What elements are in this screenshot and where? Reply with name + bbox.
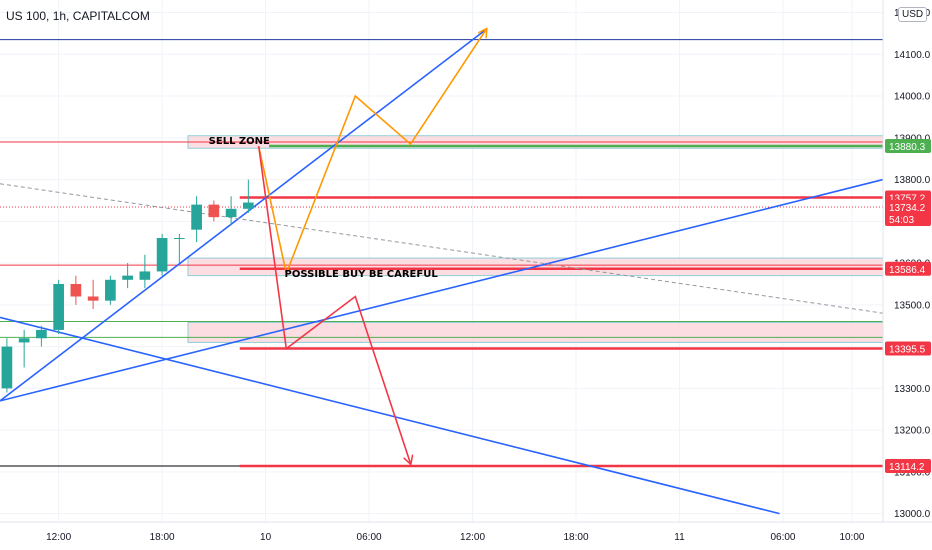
time-tick-label: 12:00 — [460, 532, 485, 543]
price-badge-label: 13395.5 — [889, 344, 926, 355]
candle-body — [122, 275, 133, 280]
price-badge-label: 13734.2 — [889, 203, 926, 214]
trendline — [0, 183, 884, 314]
candle-body — [191, 204, 202, 230]
price-tick-label: 13000.0 — [894, 509, 931, 520]
price-badge-label: 13757.2 — [889, 193, 926, 204]
price-badge-countdown: 54:03 — [889, 215, 914, 226]
time-tick-label: 06:00 — [770, 532, 795, 543]
time-tick-label: 11 — [674, 532, 685, 543]
time-tick-label: 10 — [260, 532, 272, 543]
candle-body — [53, 283, 64, 330]
candle-body — [87, 296, 99, 301]
price-tick-label: 13300.0 — [894, 384, 931, 395]
candle-body — [225, 208, 237, 218]
candle-body — [208, 204, 220, 218]
price-badge — [885, 200, 931, 227]
time-tick-label: 12:00 — [46, 532, 71, 543]
price-tick-label: 13900.0 — [894, 133, 931, 144]
candle-body — [105, 279, 116, 301]
symbol-title: US 100, 1h, CAPITALCOM — [6, 9, 150, 23]
trendline — [0, 178, 884, 402]
trendline — [0, 316, 780, 515]
time-tick-label: 06:00 — [357, 532, 382, 543]
chart-annotation: POSSIBLE BUY BE CAREFUL — [285, 269, 439, 280]
candle-body — [70, 283, 82, 297]
bullish-projection-path — [257, 29, 487, 277]
candle-body — [18, 338, 30, 343]
trendline — [0, 28, 487, 402]
price-tick-label: 14100.0 — [894, 50, 931, 61]
candle-body — [139, 271, 151, 280]
zone-rectangle — [187, 321, 884, 343]
chart-annotation: SELL ZONE — [209, 136, 270, 147]
currency-button[interactable]: USD — [898, 7, 928, 22]
time-tick-label: 18:00 — [564, 532, 589, 543]
price-badge-label: 13114.2 — [889, 462, 925, 473]
price-tick-label: 13500.0 — [894, 300, 931, 311]
price-badge-label: 13586.4 — [889, 265, 926, 276]
price-tick-label: 14000.0 — [894, 92, 931, 103]
price-tick-label: 13800.0 — [894, 175, 931, 186]
candle-body — [36, 329, 47, 339]
bearish-projection-path — [257, 146, 411, 463]
candle-body — [242, 202, 254, 209]
candle-body — [1, 346, 13, 389]
time-tick-label: 10:00 — [839, 532, 864, 543]
price-badge-label: 13880.3 — [889, 142, 926, 153]
candle-body — [174, 238, 185, 240]
price-badge — [885, 458, 931, 473]
price-badge — [885, 261, 931, 276]
price-badge — [885, 341, 931, 356]
time-tick-label: 18:00 — [150, 532, 175, 543]
time-axis — [0, 522, 932, 550]
candle-body — [156, 238, 168, 272]
price-badge — [885, 139, 931, 154]
price-tick-label: 13200.0 — [894, 426, 931, 437]
